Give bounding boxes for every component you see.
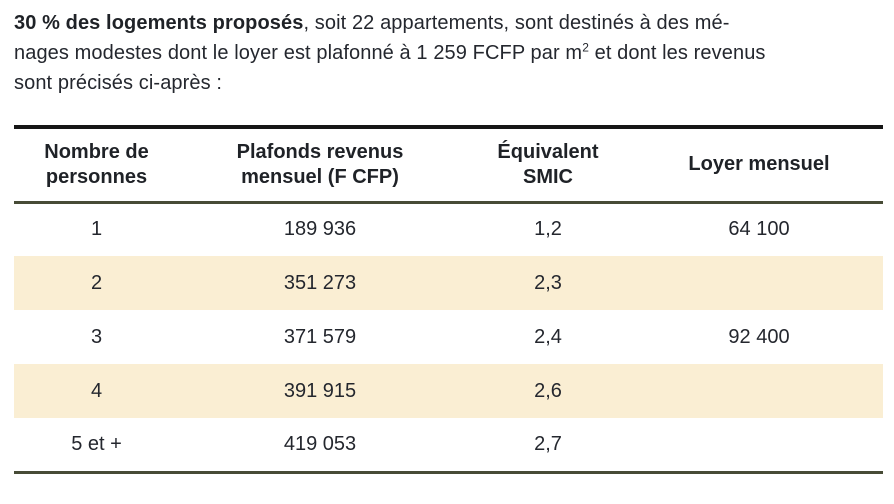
cell-personnes: 2 <box>90 271 103 294</box>
intro-bold-lead: 30 % des logements proposés <box>14 12 304 34</box>
column-header-personnes: Nombre de personnes <box>14 127 179 204</box>
column-header-smic: Équivalent SMIC <box>461 127 635 204</box>
cell-smic: 2,7 <box>534 432 562 455</box>
cell-loyer <box>635 364 883 418</box>
table-row: 1 189 936 1,2 64 100 <box>14 202 883 256</box>
cell-personnes: 3 <box>90 325 103 348</box>
cell-loyer <box>635 256 883 310</box>
table-header-row: Nombre de personnes Plafonds revenus men… <box>14 127 883 204</box>
header-line: SMIC <box>523 165 573 188</box>
column-header-plafonds: Plafonds revenus mensuel (F CFP) <box>179 127 461 204</box>
cell-plafonds: 351 273 <box>283 271 357 294</box>
cell-smic: 2,4 <box>534 325 562 348</box>
intro-text: nages modestes dont le loyer est plafonn… <box>14 42 583 64</box>
column-header-loyer: Loyer mensuel <box>635 127 883 204</box>
cell-smic: 2,3 <box>534 271 562 294</box>
cell-personnes: 1 <box>90 218 103 241</box>
header-line: mensuel (F CFP) <box>241 165 399 188</box>
intro-text: et dont les revenus <box>588 42 766 64</box>
rent-ceiling-table: Nombre de personnes Plafonds revenus men… <box>14 125 883 474</box>
cell-loyer: 92 400 <box>728 325 790 348</box>
superscript-exponent: 2 <box>582 40 589 55</box>
cell-loyer <box>635 418 883 472</box>
cell-smic: 1,2 <box>534 218 562 241</box>
cell-plafonds: 189 936 <box>283 218 357 241</box>
table-row: 4 391 915 2,6 <box>14 364 883 418</box>
intro-text: , soit 22 appartements, sont destinés à … <box>303 12 730 34</box>
intro-line: nages modestes dont le loyer est plafonn… <box>14 38 883 68</box>
cell-smic: 2,6 <box>534 379 562 402</box>
intro-text: sont précisés ci-après : <box>14 72 223 94</box>
table-row: 2 351 273 2,3 <box>14 256 883 310</box>
intro-line: sont précisés ci-après : <box>14 68 883 98</box>
cell-loyer: 64 100 <box>728 218 790 241</box>
document-page: 30 % des logements proposés, soit 22 app… <box>14 8 883 474</box>
intro-line: 30 % des logements proposés, soit 22 app… <box>14 8 883 38</box>
cell-personnes: 4 <box>90 379 103 402</box>
header-line: personnes <box>45 165 148 188</box>
header-line: Nombre de <box>44 140 149 163</box>
intro-paragraph: 30 % des logements proposés, soit 22 app… <box>14 8 883 98</box>
table-row: 5 et + 419 053 2,7 <box>14 418 883 472</box>
cell-plafonds: 419 053 <box>283 432 357 455</box>
header-line: Équivalent <box>497 140 599 163</box>
header-line: Plafonds revenus <box>236 140 404 163</box>
cell-personnes: 5 et + <box>71 432 122 455</box>
header-line: Loyer mensuel <box>688 153 830 176</box>
table-row: 3 371 579 2,4 92 400 <box>14 310 883 364</box>
cell-plafonds: 391 915 <box>283 379 357 402</box>
cell-plafonds: 371 579 <box>283 325 357 348</box>
